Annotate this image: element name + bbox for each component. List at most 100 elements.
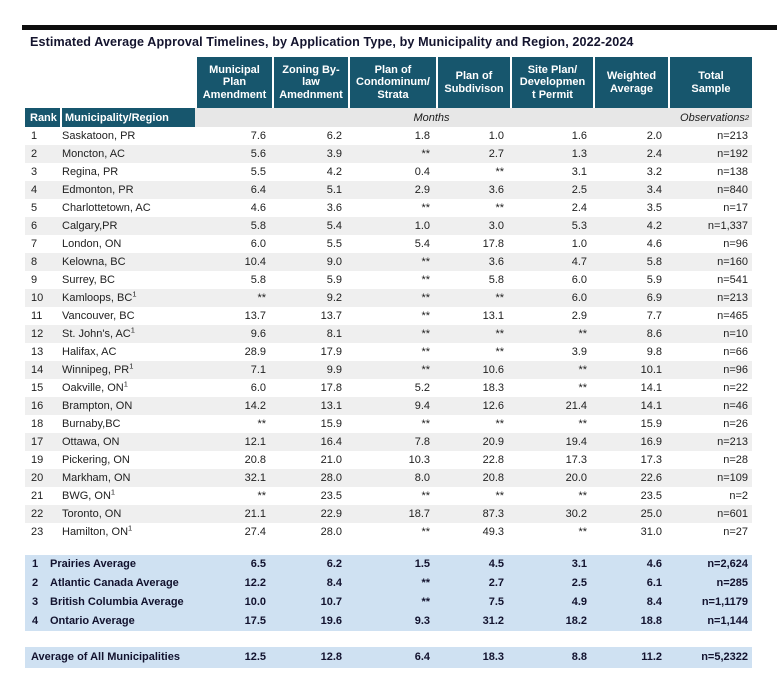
col-header-zoning-bylaw-amendment: Zoning By- law Amednment <box>272 57 348 108</box>
sample-cell: n=2,624 <box>707 558 748 570</box>
sample-cell: n=192 <box>717 148 748 160</box>
value-cell: ** <box>495 292 504 304</box>
sample-cell: n=601 <box>717 508 748 520</box>
value-cell: 22.9 <box>320 508 342 520</box>
rank-cell: 20 <box>31 472 44 484</box>
rank-cell: 23 <box>31 526 44 538</box>
municipality-cell: Charlottetown, AC <box>60 199 195 217</box>
value-cell: 14.1 <box>640 382 662 394</box>
value-cell: 6.2 <box>326 558 342 570</box>
region-average-row: 2 Atlantic Canada Average 12.2 8.4 ** 2.… <box>25 574 752 593</box>
municipality-cell: London, ON <box>60 235 195 253</box>
municipality-cell: Edmonton, PR <box>60 181 195 199</box>
table-row: 6 Calgary,PR 5.8 5.4 1.0 3.0 5.3 4.2 n=1… <box>25 217 752 235</box>
table-row: 10 Kamloops, BC1 ** 9.2 ** ** 6.0 6.9 n=… <box>25 289 752 307</box>
value-cell: 22.8 <box>482 454 504 466</box>
municipality-name: Winnipeg, PR <box>62 364 130 376</box>
value-cell: 2.0 <box>646 130 662 142</box>
value-cell: 3.1 <box>571 558 587 570</box>
approval-timelines-table: Municipal Plan Amendment Zoning By- law … <box>25 57 752 668</box>
municipality-cell: Halifax, AC <box>60 343 195 361</box>
value-cell: 6.4 <box>250 184 266 196</box>
value-cell: 12.2 <box>244 577 266 589</box>
value-cell: 3.5 <box>646 202 662 214</box>
footnote-marker: 1 <box>128 523 133 533</box>
value-cell: 5.9 <box>646 274 662 286</box>
col-header-plan-of-condominium-strata: Plan of Condominum/ Strata <box>348 57 436 108</box>
sample-cell: n=96 <box>723 238 748 250</box>
value-cell: 5.2 <box>414 382 430 394</box>
rank-cell: 22 <box>31 508 44 520</box>
value-cell: ** <box>578 328 587 340</box>
value-cell: 1.3 <box>571 148 587 160</box>
value-cell: 7.8 <box>414 436 430 448</box>
sample-cell: n=10 <box>723 328 748 340</box>
value-cell: 28.0 <box>320 472 342 484</box>
sample-cell: n=541 <box>717 274 748 286</box>
value-cell: 6.9 <box>646 292 662 304</box>
sample-cell: n=96 <box>723 364 748 376</box>
value-cell: ** <box>495 166 504 178</box>
observations-label: Observations 2 <box>668 108 752 127</box>
region-average-row: 4 Ontario Average 17.5 19.6 9.3 31.2 18.… <box>25 612 752 631</box>
table-row: 2 Moncton, AC 5.6 3.9 ** 2.7 1.3 2.4 n=1… <box>25 145 752 163</box>
municipality-cell: Calgary,PR <box>60 217 195 235</box>
municipality-name: Markham, ON <box>62 472 131 484</box>
value-cell: 6.0 <box>250 238 266 250</box>
municipality-region-header: Municipality/Region <box>60 108 195 127</box>
value-cell: ** <box>495 346 504 358</box>
rank-cell: 19 <box>31 454 44 466</box>
value-cell: 3.6 <box>488 184 504 196</box>
column-header-row: Municipal Plan Amendment Zoning By- law … <box>25 57 752 108</box>
value-cell: 13.1 <box>320 400 342 412</box>
value-cell: 14.1 <box>640 400 662 412</box>
municipality-cell: Oakville, ON1 <box>60 379 195 397</box>
footnote-marker: 1 <box>132 289 137 299</box>
value-cell: 3.0 <box>488 220 504 232</box>
rank-cell: 3 <box>32 596 39 608</box>
rank-cell: 13 <box>31 346 44 358</box>
value-cell: 18.8 <box>640 615 662 627</box>
value-cell: 9.9 <box>326 364 342 376</box>
value-cell: 5.4 <box>414 238 430 250</box>
value-cell: 8.0 <box>414 472 430 484</box>
value-cell: 15.9 <box>640 418 662 430</box>
table-row: 12 St. John's, AC1 9.6 8.1 ** ** ** 8.6 … <box>25 325 752 343</box>
value-cell: 4.6 <box>646 558 662 570</box>
value-cell: 4.6 <box>250 202 266 214</box>
value-cell: ** <box>421 577 430 589</box>
value-cell: 8.4 <box>326 577 342 589</box>
value-cell: 7.1 <box>250 364 266 376</box>
municipality-cell: Toronto, ON <box>60 505 195 523</box>
value-cell: 6.5 <box>250 558 266 570</box>
value-cell: 6.0 <box>571 292 587 304</box>
value-cell: 10.3 <box>408 454 430 466</box>
header-spacer <box>25 57 195 108</box>
value-cell: 28.0 <box>320 526 342 538</box>
value-cell: ** <box>495 490 504 502</box>
municipality-cell: Winnipeg, PR1 <box>60 361 195 379</box>
value-cell: 9.8 <box>646 346 662 358</box>
table-row: 13 Halifax, AC 28.9 17.9 ** ** 3.9 9.8 n… <box>25 343 752 361</box>
value-cell: 13.1 <box>482 310 504 322</box>
municipality-name: Vancouver, BC <box>62 310 135 322</box>
value-cell: ** <box>257 292 266 304</box>
col-header-weighted-average: Weighted Average <box>593 57 668 108</box>
municipality-cell: Saskatoon, PR <box>60 127 195 145</box>
value-cell: 21.1 <box>244 508 266 520</box>
value-cell: 15.9 <box>320 418 342 430</box>
sample-cell: n=17 <box>723 202 748 214</box>
value-cell: ** <box>257 490 266 502</box>
value-cell: 0.4 <box>414 166 430 178</box>
value-cell: ** <box>578 382 587 394</box>
table-row: 11 Vancouver, BC 13.7 13.7 ** 13.1 2.9 7… <box>25 307 752 325</box>
value-cell: 6.1 <box>646 577 662 589</box>
value-cell: 8.6 <box>646 328 662 340</box>
overall-average-label: Average of All Municipalities <box>31 651 180 663</box>
value-cell: 5.8 <box>488 274 504 286</box>
value-cell: 6.2 <box>326 130 342 142</box>
municipality-cell: Kelowna, BC <box>60 253 195 271</box>
municipality-name: Pickering, ON <box>62 454 130 466</box>
value-cell: ** <box>421 274 430 286</box>
value-cell: ** <box>421 596 430 608</box>
